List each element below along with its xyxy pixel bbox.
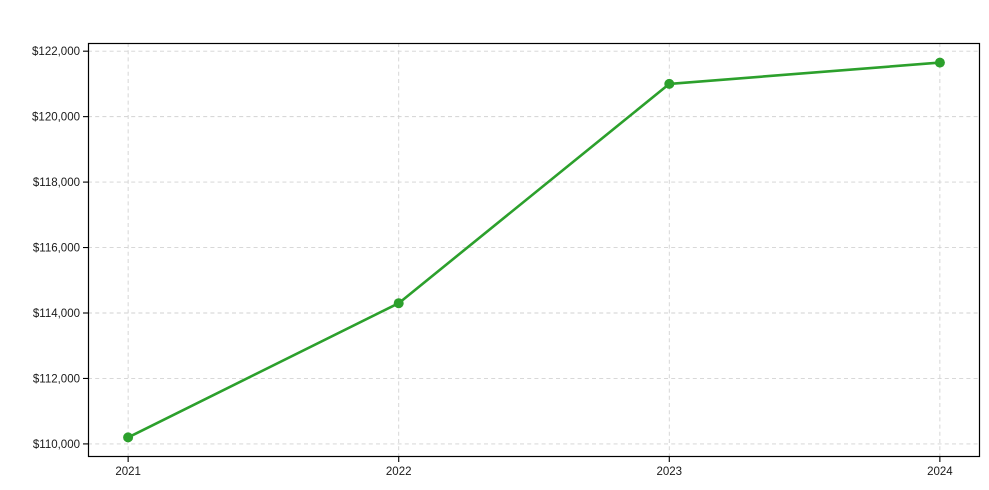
x-tick-label: 2022 (386, 466, 412, 478)
y-tick-label: $118,000 (33, 177, 80, 189)
x-tick-label: 2021 (115, 466, 141, 478)
data-point-2022 (393, 298, 404, 309)
y-tick-label: $120,000 (32, 112, 80, 124)
data-point-2023 (664, 78, 675, 89)
y-tick-label: $114,000 (33, 308, 80, 320)
y-tick-label: $116,000 (33, 243, 80, 255)
trend-line (126, 61, 942, 439)
x-tick-label: 2024 (927, 466, 953, 478)
data-point-2021 (123, 432, 134, 443)
x-tick-label: 2023 (656, 466, 682, 478)
y-tick-label: $122,000 (32, 46, 80, 58)
y-tick-label: $112,000 (33, 373, 80, 385)
plot-border (87, 42, 981, 458)
y-tick-label: $110,000 (33, 439, 80, 451)
data-point-2024 (934, 57, 945, 68)
